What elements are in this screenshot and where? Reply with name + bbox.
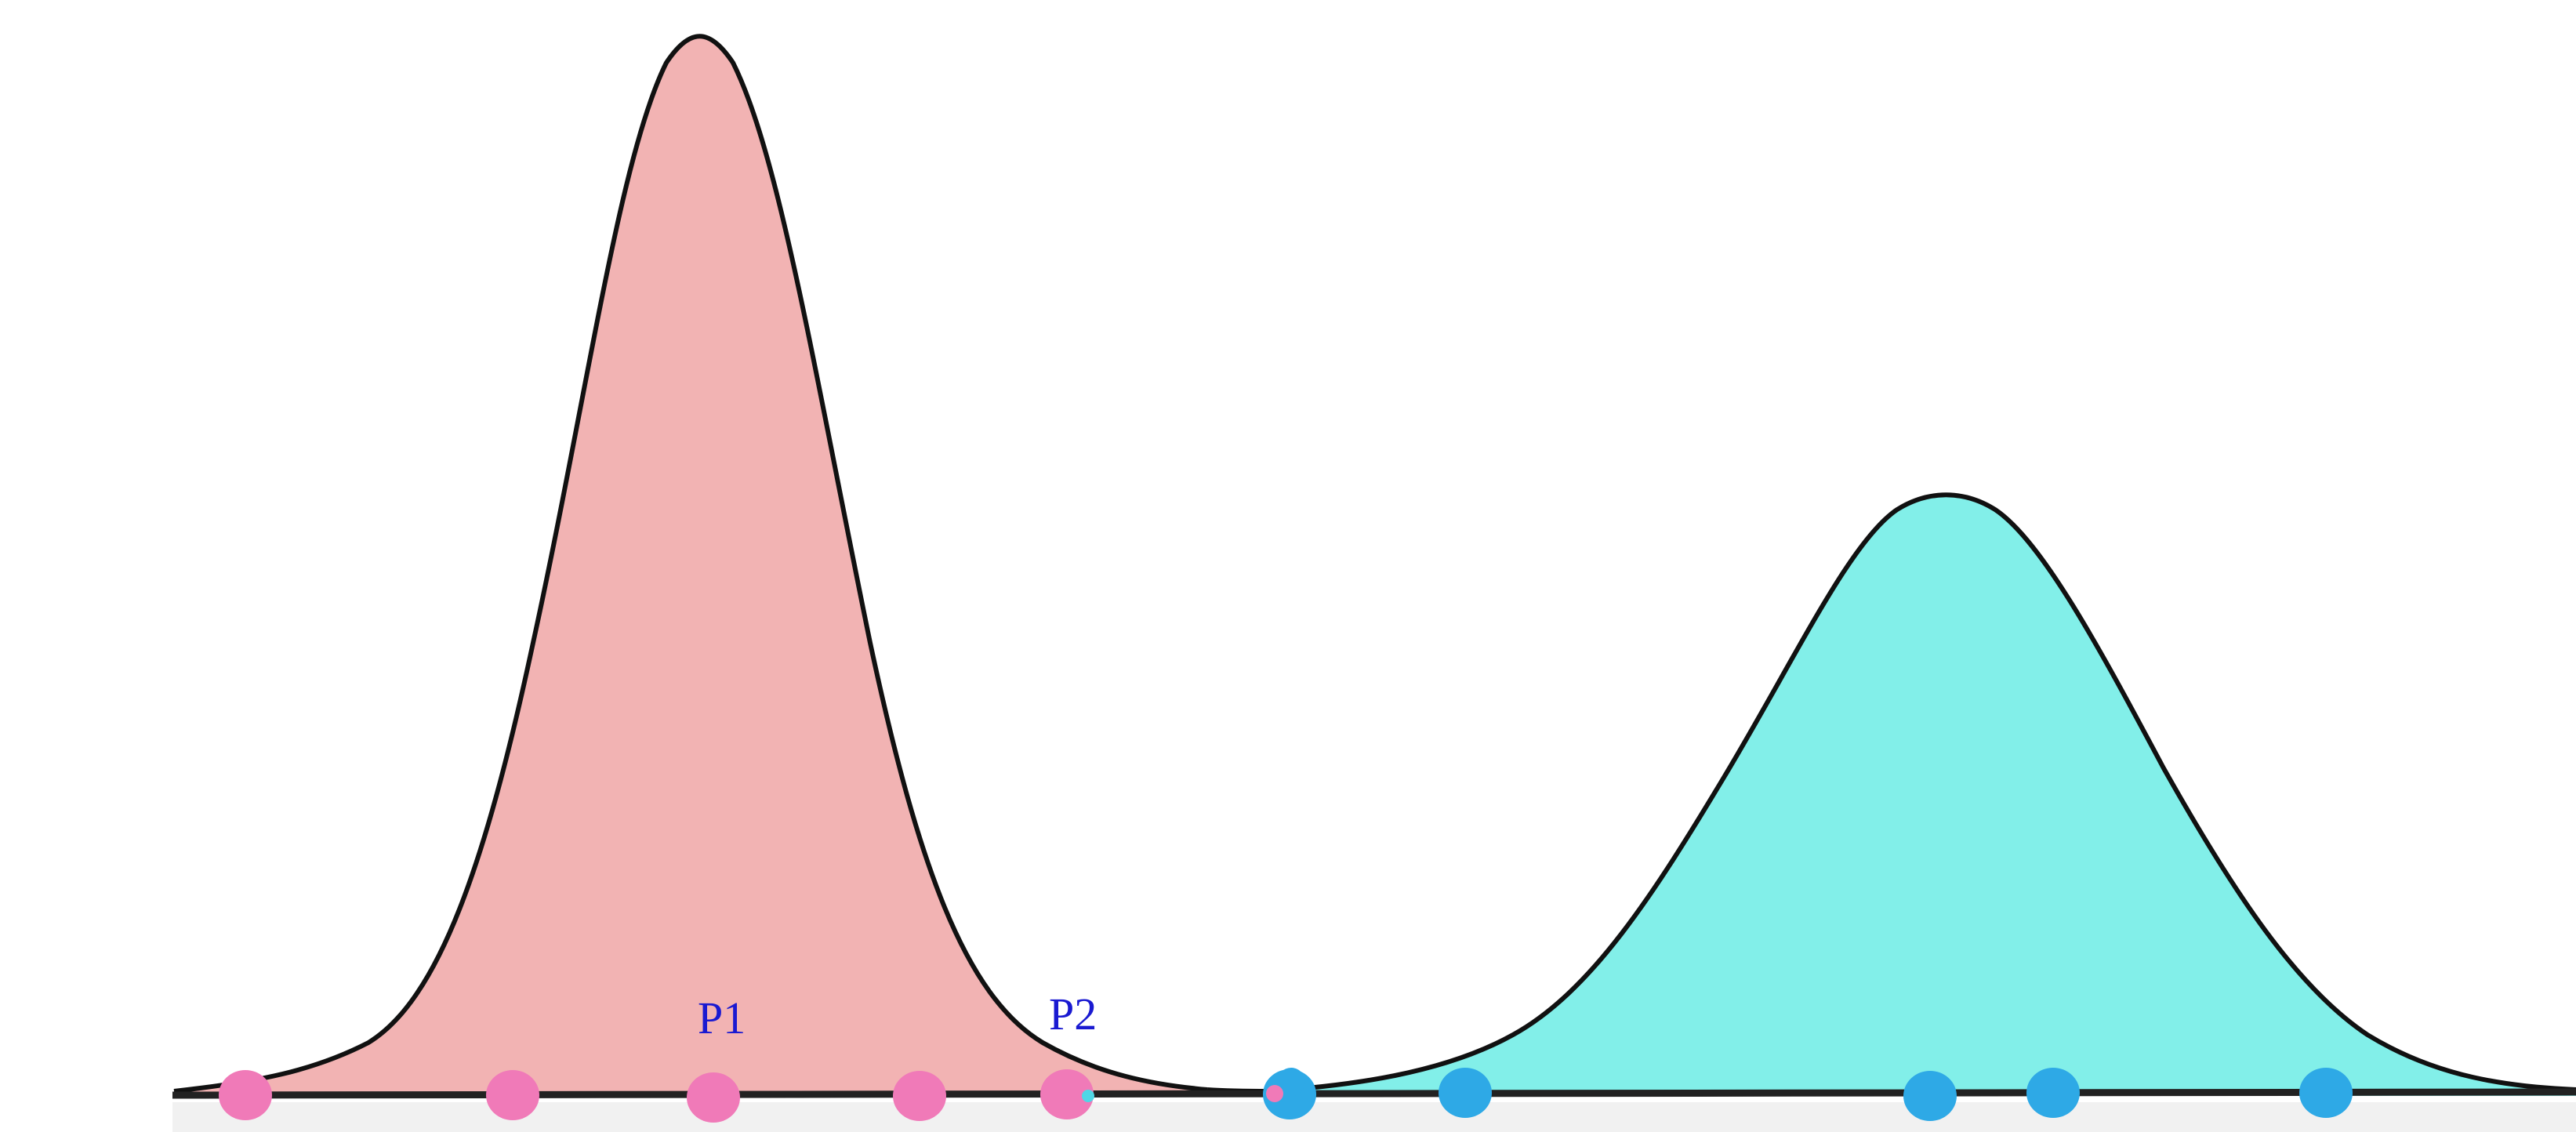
right-distribution-fill — [1270, 495, 2576, 1096]
pink-point — [893, 1071, 946, 1121]
right-distribution-outline — [1206, 492, 2576, 1094]
left-points-group — [219, 1069, 1094, 1123]
blue-point — [2026, 1068, 2080, 1118]
pink-point — [486, 1070, 539, 1120]
p2-label: P2 — [1049, 989, 1097, 1039]
p1-label: P1 — [698, 992, 746, 1043]
baseline-shadow — [172, 1102, 2576, 1132]
right-points-group — [1263, 1068, 2353, 1121]
blue-point — [1439, 1068, 1492, 1118]
pink-point — [687, 1072, 740, 1123]
small-pink-point — [1266, 1085, 1283, 1102]
blue-point — [1903, 1071, 1957, 1121]
pink-point — [219, 1070, 272, 1120]
left-distribution-fill — [174, 36, 1207, 1096]
left-distribution-outline — [173, 34, 1208, 1094]
small-cyan-point — [1082, 1090, 1094, 1102]
baseline-axis — [172, 1088, 2576, 1099]
blue-point — [1277, 1068, 1305, 1096]
blue-point — [2299, 1068, 2353, 1118]
pink-point — [1040, 1069, 1094, 1119]
